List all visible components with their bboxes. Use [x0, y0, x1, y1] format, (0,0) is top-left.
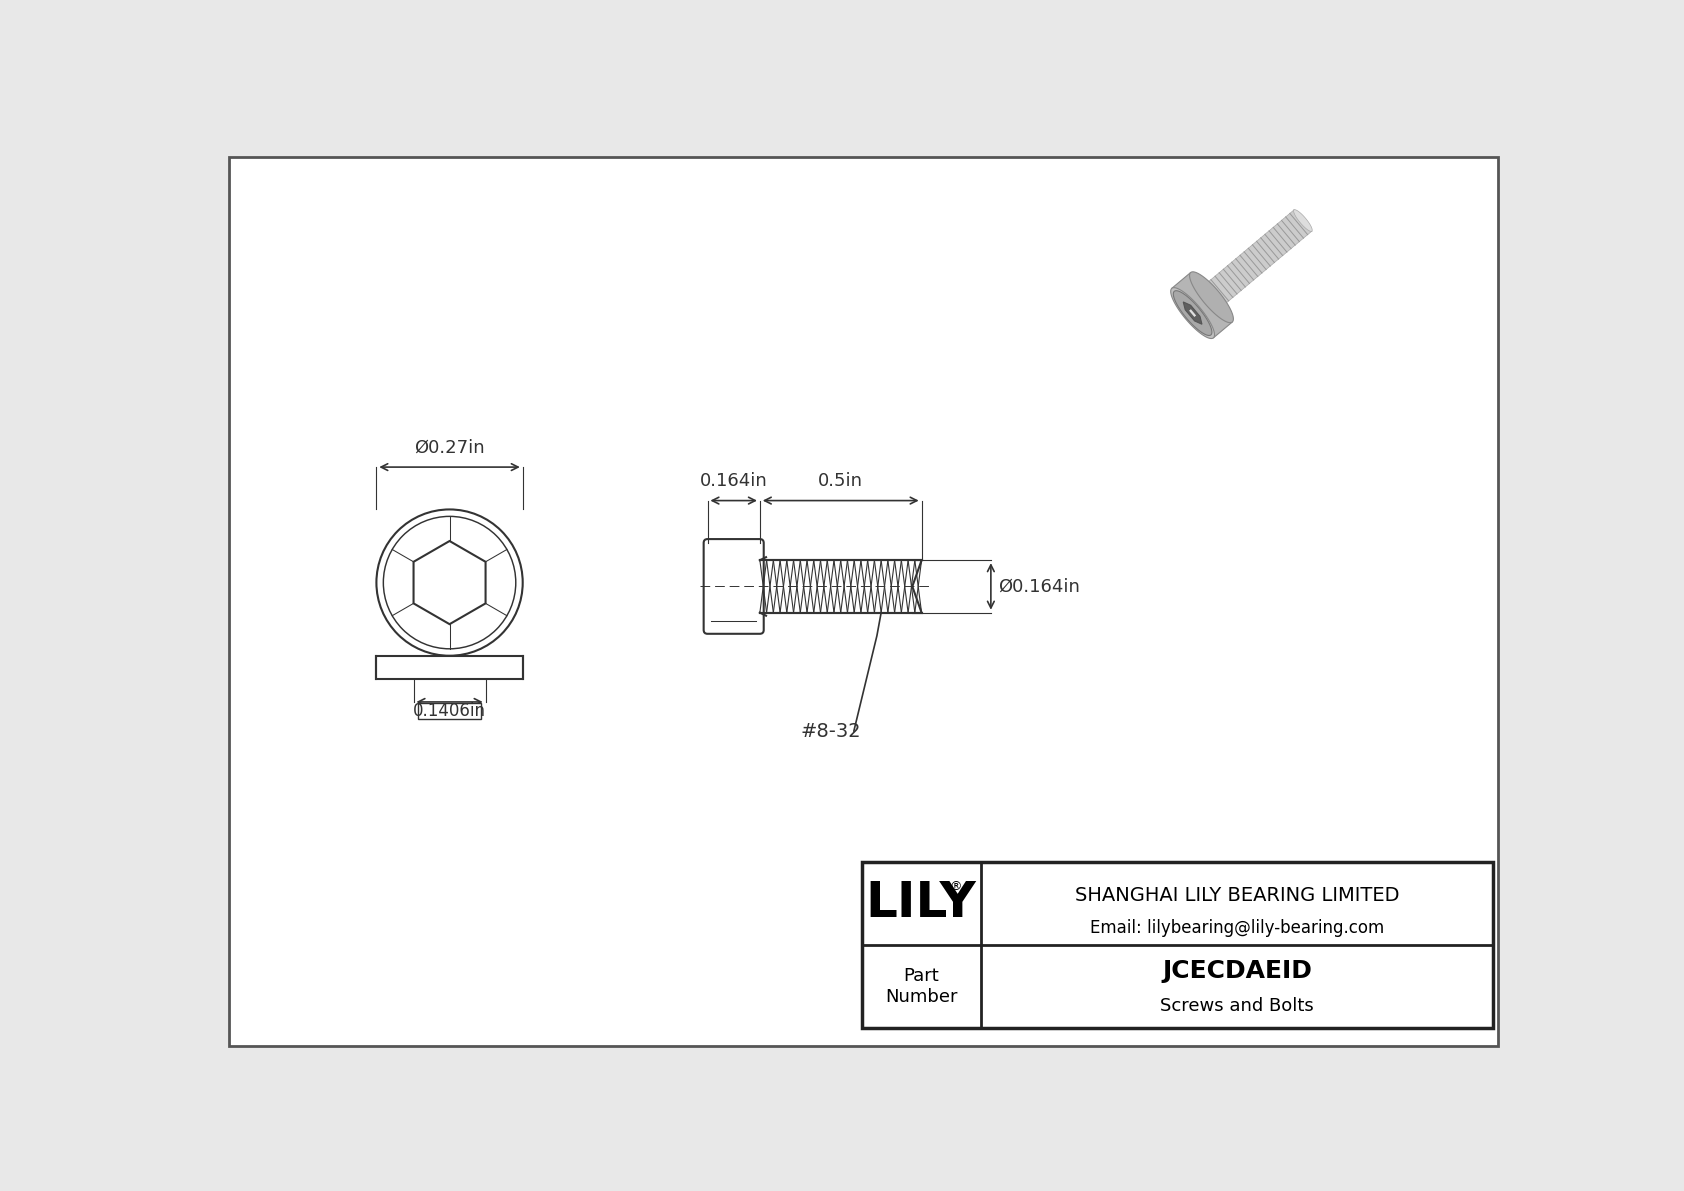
Text: Email: lilybearing@lily-bearing.com: Email: lilybearing@lily-bearing.com: [1090, 919, 1384, 937]
Polygon shape: [1202, 210, 1312, 307]
Polygon shape: [1184, 303, 1202, 324]
Bar: [418, 704, 482, 719]
Bar: [862, 862, 1494, 1028]
Polygon shape: [1172, 273, 1233, 338]
Polygon shape: [1174, 291, 1212, 336]
Text: 0.1406in: 0.1406in: [413, 703, 487, 721]
Text: ®: ®: [948, 880, 962, 893]
Polygon shape: [1170, 288, 1214, 338]
Polygon shape: [1189, 310, 1196, 317]
Polygon shape: [1202, 286, 1221, 308]
Text: #8-32: #8-32: [800, 722, 861, 741]
Text: SHANGHAI LILY BEARING LIMITED: SHANGHAI LILY BEARING LIMITED: [1074, 886, 1399, 905]
Text: LILY: LILY: [866, 879, 977, 928]
Text: Screws and Bolts: Screws and Bolts: [1160, 997, 1314, 1015]
Text: Ø0.27in: Ø0.27in: [414, 438, 485, 456]
Polygon shape: [1189, 272, 1233, 323]
Text: JCECDAEID: JCECDAEID: [1162, 960, 1312, 984]
Bar: [377, 656, 522, 679]
Text: Ø0.164in: Ø0.164in: [999, 578, 1081, 596]
Text: 0.5in: 0.5in: [818, 472, 864, 490]
Text: 0.164in: 0.164in: [701, 472, 768, 490]
Text: Part
Number: Part Number: [884, 967, 958, 1005]
Polygon shape: [1293, 210, 1312, 231]
